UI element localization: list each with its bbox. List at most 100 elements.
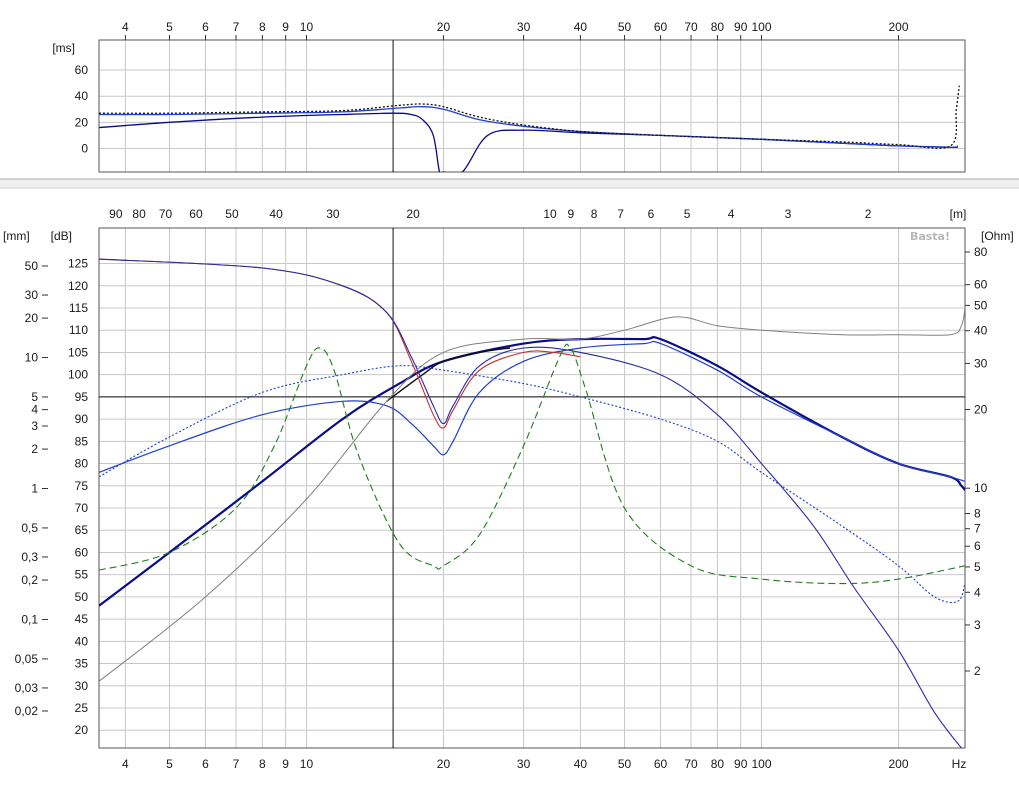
y-tick-label-mm: 0,1	[21, 612, 38, 626]
y-tick-label-db: 70	[75, 501, 89, 515]
y-tick-label-mm: 0,3	[21, 550, 38, 564]
wavelength-tick-label: 30	[326, 207, 340, 221]
wavelength-tick-label: 7	[617, 207, 624, 221]
y-tick-label-db: 45	[75, 612, 89, 626]
series-line-spl-4	[99, 258, 963, 748]
x-tick-label-bottom: 7	[233, 757, 240, 771]
x-tick-label-top: 50	[618, 20, 632, 34]
series-line-group-delay-2	[99, 85, 960, 149]
watermark-text: Basta!	[910, 230, 950, 243]
x-tick-label-bottom: 100	[752, 757, 772, 771]
y-tick-label-ohm: 60	[974, 278, 988, 292]
series-line-group-delay-1	[99, 105, 959, 148]
wavelength-tick-label: 80	[132, 207, 146, 221]
y-tick-label-ohm: 20	[974, 402, 988, 416]
y-tick-label-ohm: 3	[974, 618, 981, 632]
y-tick-label-db: 55	[75, 568, 89, 582]
y-tick-label-db: 30	[75, 679, 89, 693]
x-tick-label-bottom: 10	[300, 757, 314, 771]
plot-frame-bottom	[98, 227, 966, 749]
x-tick-label-top: 20	[437, 20, 451, 34]
y-tick-label-db: 35	[75, 657, 89, 671]
y-tick-label-ohm: 6	[974, 539, 981, 553]
y-tick-label-mm: 10	[25, 351, 39, 365]
x-tick-label-top: 6	[202, 20, 209, 34]
y-axis-label-ms: [ms]	[52, 41, 75, 55]
x-tick-label-top: 90	[734, 20, 748, 34]
y-tick-label-db: 85	[75, 434, 89, 448]
y-tick-label-ohm: 4	[974, 585, 981, 599]
x-axis-unit-label: Hz	[952, 757, 967, 771]
y-tick-label-mm: 0,5	[21, 521, 38, 535]
x-tick-label-top: 5	[166, 20, 173, 34]
y-axis-label-ohm: [Ohm]	[981, 229, 1014, 243]
y-tick-label-db: 65	[75, 523, 89, 537]
x-tick-label-bottom: 9	[282, 757, 289, 771]
y-tick-label-ohm: 80	[974, 245, 988, 259]
series-line-spl-5	[99, 365, 965, 604]
y-tick-label-db: 115	[69, 301, 88, 315]
wavelength-tick-label: 20	[406, 207, 420, 221]
y-tick-label-mm: 0,03	[15, 681, 39, 695]
x-tick-label-bottom: 80	[711, 757, 725, 771]
y-tick-label-db: 75	[75, 479, 89, 493]
x-tick-label-top: 30	[517, 20, 531, 34]
series-line-spl-1	[99, 340, 965, 482]
y-tick-label-ohm: 7	[974, 522, 981, 536]
x-tick-label-top: 10	[300, 20, 314, 34]
y-tick-label-ohm: 8	[974, 507, 981, 521]
y-tick-label-mm: 3	[31, 419, 38, 433]
y-tick-label-db: 25	[75, 701, 89, 715]
y-tick-label-db: 100	[68, 368, 88, 382]
y-tick-label-mm: 0,02	[15, 704, 39, 718]
y-tick-label-ms: 40	[75, 89, 89, 103]
y-tick-label-db: 95	[75, 390, 89, 404]
panel-splitter	[0, 179, 1019, 188]
x-tick-label-bottom: 90	[734, 757, 748, 771]
x-tick-label-top: 7	[233, 20, 240, 34]
x-tick-label-top: 100	[752, 20, 772, 34]
wavelength-tick-label: 50	[225, 207, 239, 221]
x-tick-label-bottom: 4	[122, 757, 129, 771]
x-tick-label-bottom: 60	[654, 757, 668, 771]
series-line-spl-0	[99, 336, 965, 607]
y-tick-label-db: 105	[68, 345, 88, 359]
y-axis-label-mm: [mm]	[3, 229, 30, 243]
y-tick-label-db: 90	[75, 412, 89, 426]
x-tick-label-bottom: 30	[517, 757, 531, 771]
wavelength-tick-label: 40	[269, 207, 283, 221]
y-tick-label-ms: 60	[75, 63, 89, 77]
x-tick-label-top: 40	[574, 20, 588, 34]
y-tick-label-db: 80	[75, 457, 89, 471]
x-tick-label-top: 9	[282, 20, 289, 34]
wavelength-tick-label: 6	[648, 207, 655, 221]
y-axis-label-db: [dB]	[51, 229, 72, 243]
y-tick-label-mm: 30	[25, 288, 39, 302]
x-tick-label-top: 70	[684, 20, 698, 34]
wavelength-tick-label: 2	[865, 207, 872, 221]
wavelength-tick-label: 8	[591, 207, 598, 221]
y-tick-label-mm: 50	[25, 259, 39, 273]
x-tick-label-bottom: 6	[202, 757, 209, 771]
y-tick-label-db: 50	[75, 590, 89, 604]
y-tick-label-db: 20	[75, 723, 89, 737]
y-tick-label-mm: 5	[31, 390, 38, 404]
y-tick-label-mm: 0,2	[21, 573, 38, 587]
x-tick-label-bottom: 50	[618, 757, 632, 771]
y-tick-label-ohm: 50	[974, 298, 988, 312]
x-tick-label-top: 4	[122, 20, 129, 34]
series-line-spl-6	[99, 343, 965, 585]
y-tick-label-ohm: 40	[974, 324, 988, 338]
y-tick-label-db: 40	[75, 634, 89, 648]
wavelength-tick-label: 4	[728, 207, 735, 221]
wavelength-tick-label: 10	[543, 207, 557, 221]
series-line-spl-7	[99, 307, 965, 682]
x-tick-label-bottom: 5	[166, 757, 173, 771]
y-tick-label-ms: 20	[75, 115, 89, 129]
x-tick-label-top: 60	[654, 20, 668, 34]
y-tick-label-mm: 1	[31, 482, 38, 496]
x-tick-label-bottom: 20	[437, 757, 451, 771]
x-tick-label-bottom: 40	[574, 757, 588, 771]
